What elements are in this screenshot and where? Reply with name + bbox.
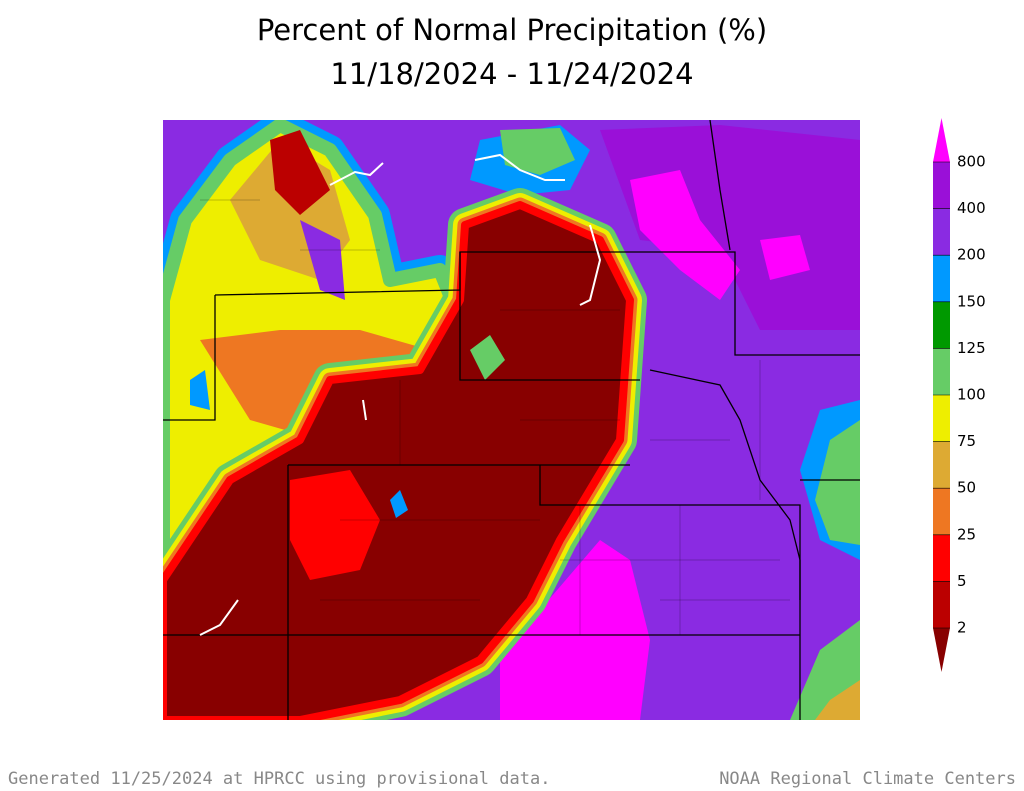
region	[500, 128, 575, 175]
legend-swatch	[933, 255, 950, 302]
legend-label: 125	[957, 339, 986, 357]
legend-label: 75	[957, 432, 976, 450]
region	[815, 680, 860, 720]
region	[760, 235, 810, 280]
footer-right: NOAA Regional Climate Centers	[719, 769, 1016, 789]
legend-label: 50	[957, 479, 976, 497]
title: Percent of Normal Precipitation (%)	[257, 13, 767, 47]
map	[163, 120, 860, 720]
legend-swatch	[933, 301, 950, 349]
legend-swatch	[933, 534, 950, 582]
legend-swatch	[933, 395, 950, 442]
legend: 800 400 200 150 125 100 75 50 25 5 2	[933, 118, 986, 672]
legend-swatch	[933, 581, 950, 628]
legend-label: 150	[957, 292, 986, 310]
legend-label: 2	[957, 619, 967, 637]
legend-label: 25	[957, 525, 976, 543]
water	[199, 153, 602, 636]
region	[630, 170, 740, 300]
legend-label: 200	[957, 246, 986, 264]
legend-swatch	[933, 348, 950, 395]
footer-left: Generated 11/25/2024 at HPRCC using prov…	[8, 769, 550, 789]
legend-swatch	[933, 208, 950, 256]
dry-region	[163, 188, 647, 720]
legend-label: 5	[957, 572, 967, 590]
state-lines	[163, 120, 860, 720]
legend-swatch	[933, 441, 950, 489]
region	[815, 420, 860, 545]
legend-label: 100	[957, 386, 986, 404]
legend-label: 800	[957, 153, 986, 171]
region	[500, 540, 650, 720]
subtitle: 11/18/2024 - 11/24/2024	[330, 57, 693, 91]
legend-swatch	[933, 488, 950, 535]
legend-arrow	[933, 628, 950, 672]
legend-swatch	[933, 162, 950, 209]
legend-label: 400	[957, 199, 986, 217]
legend-arrow	[933, 118, 950, 162]
